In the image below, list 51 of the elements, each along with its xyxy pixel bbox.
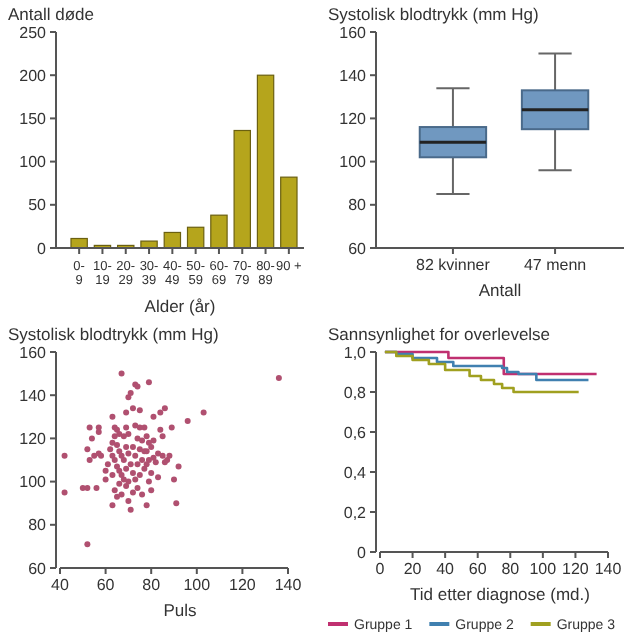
y-tick-label: 80: [348, 196, 368, 215]
x-tick-label: 100: [183, 576, 212, 594]
x-tick-label: 100: [529, 560, 558, 578]
bar: [256, 74, 275, 249]
bar: [280, 176, 298, 249]
y-tick-label: 0,8: [343, 383, 368, 402]
y-tick-label: 120: [19, 430, 48, 448]
y-tick-label: 1,0: [343, 343, 368, 362]
x-tick-label: 140: [274, 576, 303, 594]
y-tick-label: 150: [19, 110, 48, 128]
y-tick-label: 200: [19, 66, 48, 85]
x-tick-label: 20: [403, 560, 423, 578]
y-tick-label: 100: [19, 473, 48, 492]
y-axis-title: Systolisk blodtrykk (mm Hg): [8, 324, 219, 344]
x-axis-title: Tid etter diagnose (md.): [410, 584, 591, 604]
y-tick-label: 100: [19, 153, 48, 172]
y-tick-label: 160: [19, 343, 48, 362]
x-tick-label: 47 menn: [523, 256, 587, 274]
x-tick-label: 82 kvinner: [416, 256, 491, 274]
x-tick-label: 60: [468, 560, 488, 578]
x-tick-label: 60: [96, 576, 116, 594]
x-tick-label: 120: [562, 560, 590, 578]
y-tick-label: 100: [339, 153, 368, 172]
y-tick-label: 50: [28, 196, 48, 215]
x-tick-label: 120: [229, 576, 257, 594]
y-tick-label: 140: [19, 386, 48, 405]
x-tick-label: 40: [436, 560, 456, 578]
bar: [210, 214, 228, 249]
y-tick-label: 140: [339, 66, 368, 85]
y-tick-label: 0,2: [343, 503, 368, 522]
y-tick-label: 0,4: [343, 463, 368, 482]
x-tick-label: 140: [594, 560, 623, 578]
y-tick-label: 120: [339, 110, 368, 128]
y-tick-label: 250: [19, 23, 48, 42]
bar: [233, 129, 252, 249]
x-tick-label: 0: [375, 560, 386, 578]
y-tick-label: 0: [37, 239, 48, 258]
y-tick-label: 0,6: [343, 423, 368, 442]
y-axis-title: Sannsynlighet for overlevelse: [328, 324, 551, 344]
y-axis-title: Antall døde: [8, 4, 95, 24]
x-axis-title: Puls: [163, 600, 197, 620]
y-tick-label: 160: [339, 23, 368, 42]
y-tick-label: 80: [28, 516, 48, 535]
y-axis-title: Systolisk blodtrykk (mm Hg): [328, 4, 539, 24]
x-axis-title: Alder (år): [144, 296, 216, 316]
x-tick-label: 80: [501, 560, 521, 578]
x-tick-label: 40: [51, 576, 70, 594]
x-axis-title: Antall: [478, 280, 522, 300]
x-tick-label: 80: [142, 576, 162, 594]
y-tick-label: 60: [348, 239, 368, 258]
y-tick-label: 0: [357, 543, 368, 562]
